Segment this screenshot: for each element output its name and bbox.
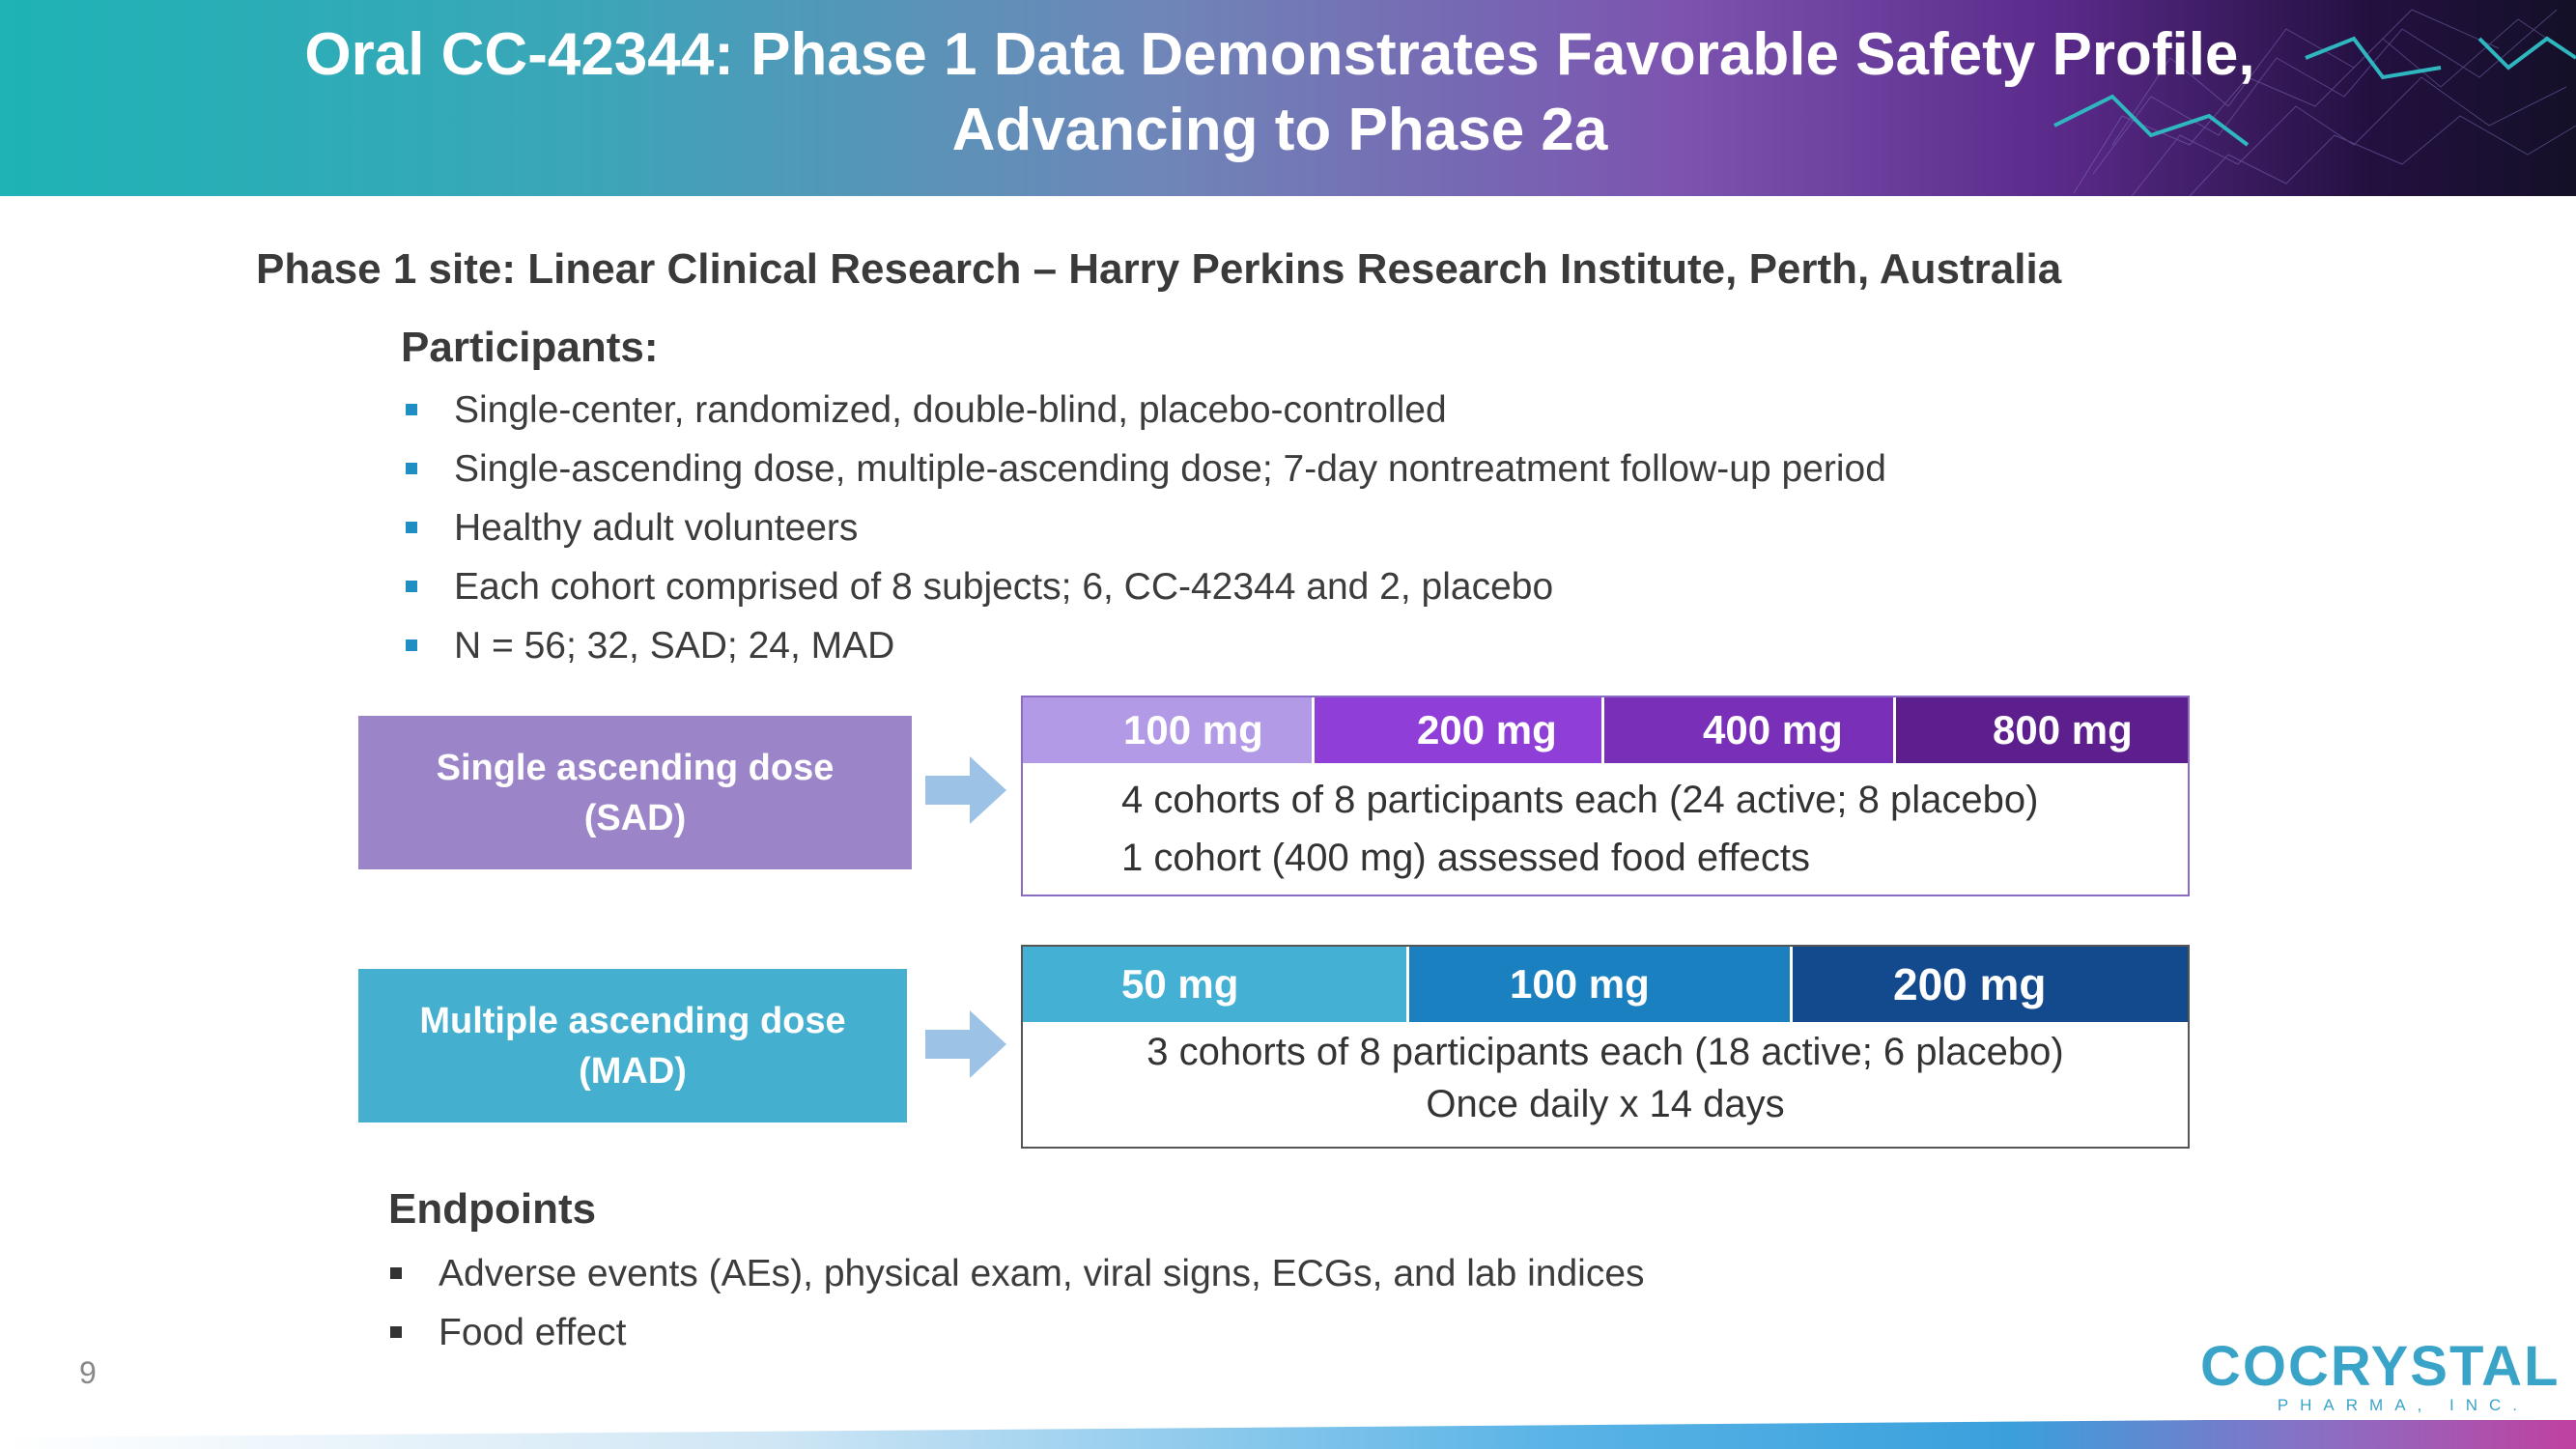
list-item: Healthy adult volunteers bbox=[406, 506, 1886, 565]
sad-label-line-2: (SAD) bbox=[583, 797, 687, 838]
bullet-icon bbox=[406, 522, 417, 533]
bullet-icon bbox=[406, 639, 417, 651]
bullet-icon bbox=[406, 463, 417, 474]
sad-label-box: Single ascending dose (SAD) bbox=[358, 716, 912, 869]
sad-dose-row: 100 mg 200 mg 400 mg 800 mg bbox=[1023, 697, 2188, 763]
mad-arrow-icon bbox=[925, 1010, 1006, 1078]
list-item: Each cohort comprised of 8 subjects; 6, … bbox=[406, 565, 1886, 624]
sad-dose-table: 100 mg 200 mg 400 mg 800 mg 4 cohorts of… bbox=[1021, 696, 2190, 896]
mad-description: 3 cohorts of 8 participants each (18 act… bbox=[1023, 1022, 2188, 1130]
mad-dose-100: 100 mg bbox=[1409, 947, 1793, 1022]
page-title: Oral CC-42344: Phase 1 Data Demonstrates… bbox=[0, 17, 2560, 168]
sad-desc-line-2: 1 cohort (400 mg) assessed food effects bbox=[1121, 837, 1810, 879]
mad-label-line-1: Multiple ascending dose bbox=[419, 1000, 846, 1041]
bullet-icon bbox=[390, 1326, 402, 1338]
sad-desc-line-1: 4 cohorts of 8 participants each (24 act… bbox=[1121, 779, 2039, 821]
list-item: Single-center, randomized, double-blind,… bbox=[406, 388, 1886, 447]
mad-dose-row: 50 mg 100 mg 200 mg bbox=[1023, 947, 2188, 1022]
footer-bar bbox=[0, 1420, 2576, 1449]
mad-desc-line-1: 3 cohorts of 8 participants each (18 act… bbox=[1146, 1031, 2064, 1073]
sad-dose-200: 200 mg bbox=[1315, 697, 1604, 763]
list-item: Food effect bbox=[390, 1311, 1645, 1370]
mad-dose-50: 50 mg bbox=[1023, 947, 1409, 1022]
participants-list: Single-center, randomized, double-blind,… bbox=[406, 388, 1886, 683]
mad-label-line-2: (MAD) bbox=[579, 1050, 687, 1092]
endpoints-list: Adverse events (AEs), physical exam, vir… bbox=[390, 1252, 1645, 1370]
list-item: Adverse events (AEs), physical exam, vir… bbox=[390, 1252, 1645, 1311]
bullet-icon bbox=[406, 404, 417, 415]
bullet-icon bbox=[406, 581, 417, 592]
logo-tagline: PHARMA, INC. bbox=[2277, 1396, 2529, 1414]
site-line: Phase 1 site: Linear Clinical Research –… bbox=[256, 245, 2062, 293]
company-logo: COCRYSTAL PHARMA, INC. bbox=[2200, 1335, 2561, 1415]
sad-dose-800: 800 mg bbox=[1896, 697, 2188, 763]
mad-label-box: Multiple ascending dose (MAD) bbox=[358, 969, 907, 1122]
participants-heading: Participants: bbox=[401, 324, 659, 371]
list-item: N = 56; 32, SAD; 24, MAD bbox=[406, 624, 1886, 683]
title-line-1: Oral CC-42344: Phase 1 Data Demonstrates… bbox=[304, 21, 2255, 88]
sad-dose-100: 100 mg bbox=[1023, 697, 1315, 763]
sad-dose-400: 400 mg bbox=[1604, 697, 1896, 763]
title-line-2: Advancing to Phase 2a bbox=[951, 97, 1608, 163]
title-banner: Oral CC-42344: Phase 1 Data Demonstrates… bbox=[0, 0, 2576, 196]
endpoints-heading: Endpoints bbox=[388, 1185, 597, 1233]
sad-arrow-icon bbox=[925, 756, 1006, 824]
logo-name: COCRYSTAL bbox=[2200, 1335, 2561, 1398]
molecule-graphic bbox=[2053, 9, 2576, 196]
page-number: 9 bbox=[79, 1355, 97, 1390]
list-item: Single-ascending dose, multiple-ascendin… bbox=[406, 447, 1886, 506]
mad-dose-table: 50 mg 100 mg 200 mg 3 cohorts of 8 parti… bbox=[1021, 945, 2190, 1149]
bullet-icon bbox=[390, 1267, 402, 1279]
sad-label-line-1: Single ascending dose bbox=[436, 747, 835, 788]
sad-description: 4 cohorts of 8 participants each (24 act… bbox=[1023, 763, 2188, 887]
mad-desc-line-2: Once daily x 14 days bbox=[1426, 1083, 1785, 1125]
mad-dose-200: 200 mg bbox=[1793, 947, 2188, 1022]
